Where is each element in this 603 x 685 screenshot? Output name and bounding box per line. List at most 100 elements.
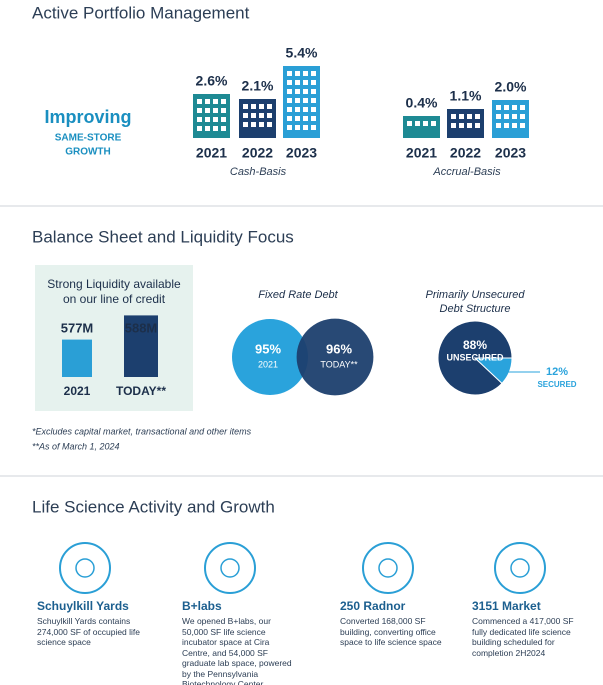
window bbox=[267, 113, 272, 118]
icon-glyph bbox=[510, 558, 530, 578]
year-label: 2022 bbox=[450, 145, 481, 161]
icon-glyph bbox=[220, 558, 240, 578]
window bbox=[520, 114, 525, 119]
year-label: 2021 bbox=[196, 145, 227, 161]
value-label: 2.1% bbox=[242, 78, 274, 94]
chart-title: Primarily Unsecured bbox=[425, 289, 525, 301]
value-label: 577M bbox=[61, 320, 94, 335]
window bbox=[295, 71, 300, 76]
window bbox=[213, 126, 218, 131]
window bbox=[459, 123, 464, 128]
window bbox=[303, 107, 308, 112]
item-title: Schuylkill Yards bbox=[37, 599, 129, 613]
window bbox=[504, 114, 509, 119]
window bbox=[243, 104, 248, 109]
window bbox=[311, 116, 316, 121]
window bbox=[205, 108, 210, 113]
value-label: 95% bbox=[255, 341, 281, 356]
window bbox=[407, 121, 412, 126]
window bbox=[311, 98, 316, 103]
section-title: Life Science Activity and Growth bbox=[32, 497, 275, 516]
window bbox=[213, 108, 218, 113]
window bbox=[287, 98, 292, 103]
footnote: *Excludes capital market, transactional … bbox=[32, 426, 252, 436]
window bbox=[287, 80, 292, 85]
category-label: TODAY** bbox=[320, 359, 358, 369]
window bbox=[423, 121, 428, 126]
year-label: 2021 bbox=[406, 145, 437, 161]
window bbox=[496, 114, 501, 119]
icon-ring bbox=[494, 542, 546, 594]
window bbox=[496, 123, 501, 128]
window bbox=[512, 105, 517, 110]
window bbox=[213, 117, 218, 122]
item-title: 250 Radnor bbox=[340, 599, 406, 613]
window bbox=[303, 116, 308, 121]
window bbox=[303, 98, 308, 103]
liquidity-box bbox=[35, 265, 193, 411]
window bbox=[295, 107, 300, 112]
improving-line: GROWTH bbox=[65, 147, 111, 158]
window bbox=[451, 114, 456, 119]
icon-ring bbox=[362, 542, 414, 594]
window bbox=[197, 108, 202, 113]
window bbox=[303, 89, 308, 94]
bar bbox=[124, 315, 158, 377]
window bbox=[205, 126, 210, 131]
year-label: 2023 bbox=[495, 145, 526, 161]
window bbox=[512, 123, 517, 128]
category-label: TODAY** bbox=[116, 384, 166, 398]
box-title: on our line of credit bbox=[63, 292, 166, 306]
window bbox=[431, 121, 436, 126]
window bbox=[504, 123, 509, 128]
window bbox=[295, 116, 300, 121]
window bbox=[287, 116, 292, 121]
window bbox=[311, 80, 316, 85]
category-label: 2021 bbox=[258, 359, 278, 369]
value-label: 0.4% bbox=[406, 95, 438, 111]
item-title: 3151 Market bbox=[472, 599, 541, 613]
improving-title: Improving bbox=[44, 107, 131, 127]
icon-ring bbox=[59, 542, 111, 594]
icon-glyph bbox=[75, 558, 95, 578]
window bbox=[221, 117, 226, 122]
chart-title: Debt Structure bbox=[440, 303, 511, 315]
item-body: Schuylkill Yards contains 274,000 SF of … bbox=[37, 616, 141, 647]
window bbox=[475, 114, 480, 119]
window bbox=[311, 125, 316, 130]
window bbox=[415, 121, 420, 126]
window bbox=[287, 89, 292, 94]
window bbox=[295, 98, 300, 103]
window bbox=[512, 114, 517, 119]
year-label: 2022 bbox=[242, 145, 273, 161]
window bbox=[221, 99, 226, 104]
window bbox=[467, 114, 472, 119]
window bbox=[243, 113, 248, 118]
value-label: 2.6% bbox=[196, 73, 228, 89]
window bbox=[520, 105, 525, 110]
value-label: 1.1% bbox=[450, 88, 482, 104]
window bbox=[311, 89, 316, 94]
window bbox=[496, 105, 501, 110]
category-label: UNSECURED bbox=[446, 352, 504, 362]
icon-ring bbox=[204, 542, 256, 594]
window bbox=[287, 125, 292, 130]
window bbox=[267, 122, 272, 127]
chart-subtitle: Cash-Basis bbox=[230, 166, 287, 178]
item-title: B+labs bbox=[182, 599, 222, 613]
category-label: SECURED bbox=[537, 380, 576, 389]
window bbox=[243, 122, 248, 127]
window bbox=[311, 107, 316, 112]
window bbox=[267, 104, 272, 109]
window bbox=[251, 104, 256, 109]
item-body: Commenced a 417,000 SF fully dedicated l… bbox=[472, 616, 574, 658]
value-label: 588M bbox=[125, 320, 158, 335]
window bbox=[251, 113, 256, 118]
window bbox=[197, 99, 202, 104]
item-body: We opened B+labs, our 50,000 SF life sci… bbox=[182, 616, 292, 685]
category-label: 2021 bbox=[64, 384, 91, 398]
building bbox=[403, 116, 440, 138]
window bbox=[520, 123, 525, 128]
